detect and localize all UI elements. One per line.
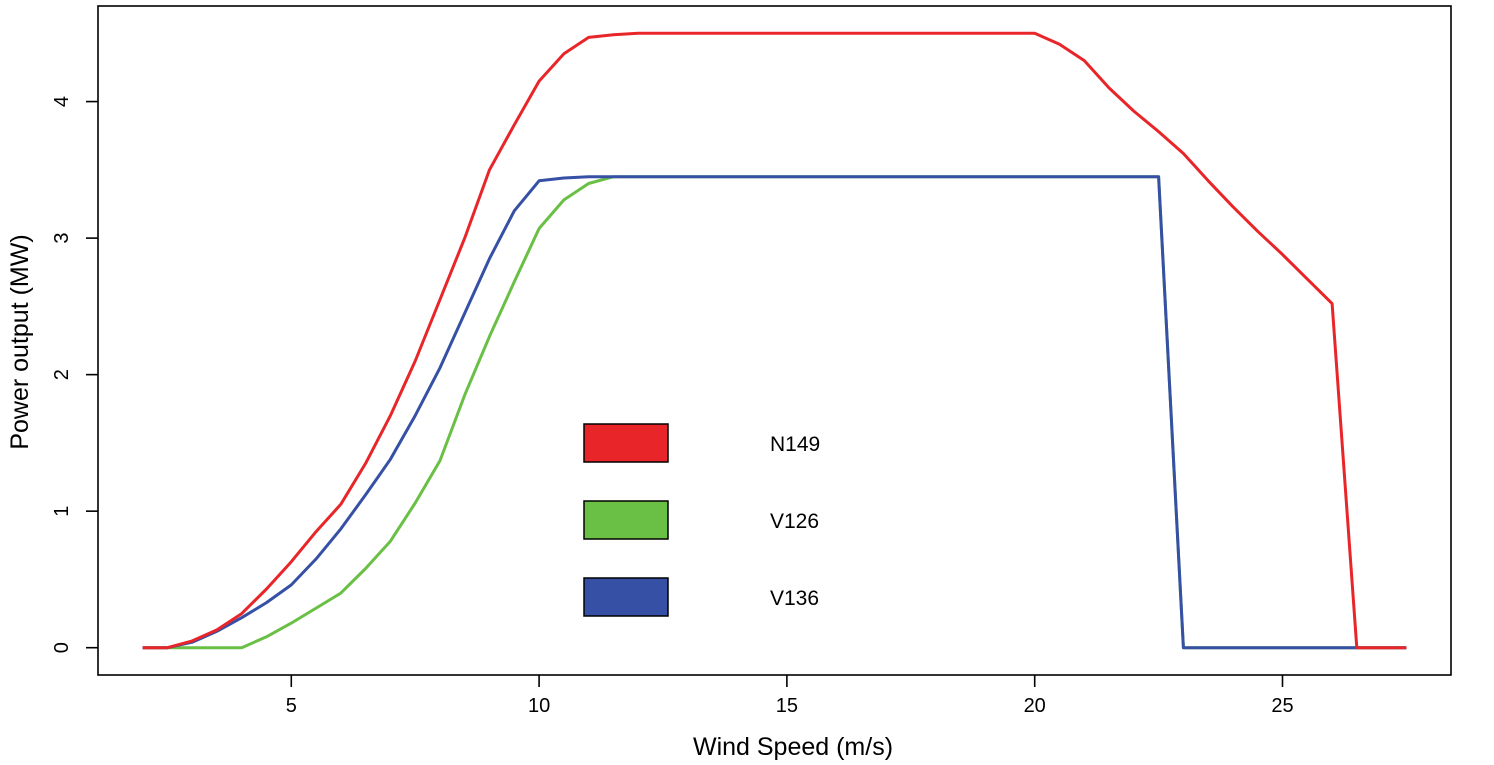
series-layer — [142, 31, 1407, 650]
series-line-v126 — [142, 175, 1407, 650]
legend-swatch-n149 — [583, 423, 669, 463]
legend-label-n149: N149 — [770, 433, 820, 456]
y-tick-label: 3 — [51, 233, 73, 244]
legend-label-v136: V136 — [770, 587, 819, 610]
legend: N149 V126 V136 — [583, 423, 820, 617]
x-axis: 5 10 15 20 25 — [286, 675, 1294, 717]
x-tick-label: 5 — [286, 695, 297, 717]
plot-frame — [97, 5, 1452, 676]
series-line-n149 — [142, 31, 1407, 650]
y-axis: 0 1 2 3 4 — [51, 96, 98, 653]
x-tick-label: 20 — [1024, 695, 1046, 717]
y-tick-label: 0 — [51, 642, 73, 653]
legend-label-v126: V126 — [770, 510, 819, 533]
legend-swatch-v126 — [583, 500, 669, 540]
y-tick-label: 2 — [51, 369, 73, 380]
y-tick-label: 4 — [51, 96, 73, 107]
x-tick-label: 10 — [528, 695, 550, 717]
x-tick-label: 15 — [776, 695, 798, 717]
series-line-v136 — [142, 175, 1407, 650]
legend-swatch-v136 — [583, 577, 669, 617]
x-tick-label: 25 — [1271, 695, 1293, 717]
y-tick-label: 1 — [51, 506, 73, 517]
x-axis-title: Wind Speed (m/s) — [693, 733, 893, 761]
y-axis-title: Power output (MW) — [6, 234, 34, 449]
